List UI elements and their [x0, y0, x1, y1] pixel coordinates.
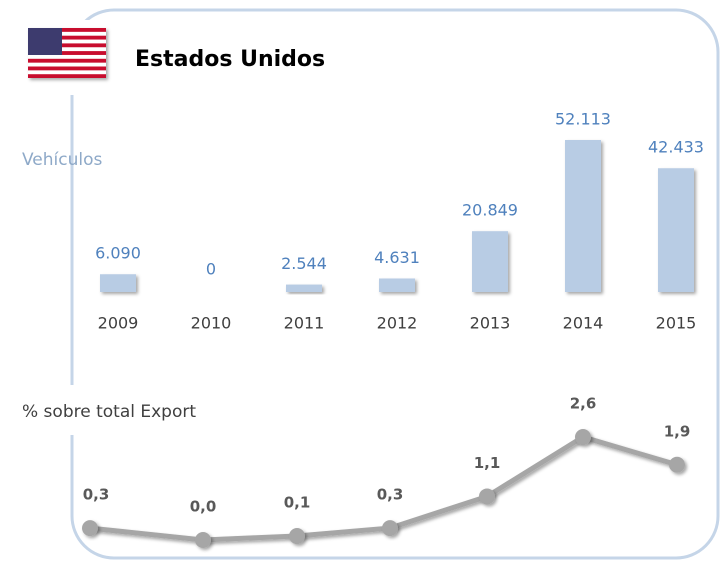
- value-label: 1,9: [664, 422, 691, 440]
- x-tick-label: 2014: [563, 314, 604, 333]
- frame: [70, 8, 720, 560]
- x-tick-label: 2013: [470, 314, 511, 333]
- bar: [565, 140, 601, 292]
- value-label: 0,1: [284, 494, 311, 512]
- frame-gap: [20, 385, 120, 435]
- value-label: 2.544: [281, 254, 327, 273]
- value-label: 0,3: [83, 486, 110, 504]
- point: [289, 528, 305, 545]
- x-tick-label: 2010: [191, 314, 232, 333]
- bar: [379, 278, 415, 292]
- bar: [286, 284, 322, 292]
- x-tick-label: 2012: [377, 314, 418, 333]
- point: [82, 520, 98, 537]
- y-axis-label: Vehículos: [22, 150, 103, 170]
- x-tick-label: 2015: [656, 314, 697, 333]
- title: Estados Unidos: [135, 47, 325, 72]
- flag: [28, 28, 106, 78]
- point: [479, 488, 495, 505]
- bar: [658, 168, 694, 292]
- value-label: 2,6: [570, 395, 597, 413]
- point: [382, 520, 398, 537]
- x-tick-label: 2009: [98, 314, 139, 333]
- value-label: 4.631: [374, 248, 420, 267]
- value-label: 0,0: [190, 498, 217, 516]
- bar: [100, 274, 136, 292]
- point: [669, 456, 685, 473]
- x-tick-label: 2011: [284, 314, 325, 333]
- point: [195, 532, 211, 548]
- value-label: 52.113: [555, 110, 611, 129]
- y-axis-label: % sobre total Export: [22, 402, 196, 422]
- value-label: 0: [206, 260, 216, 279]
- value-label: 0,3: [377, 486, 404, 504]
- point: [575, 429, 591, 446]
- value-label: 1,1: [474, 454, 501, 472]
- bar: [472, 231, 508, 292]
- value-label: 42.433: [648, 138, 704, 157]
- value-label: 6.090: [95, 244, 141, 263]
- value-label: 20.849: [462, 201, 518, 220]
